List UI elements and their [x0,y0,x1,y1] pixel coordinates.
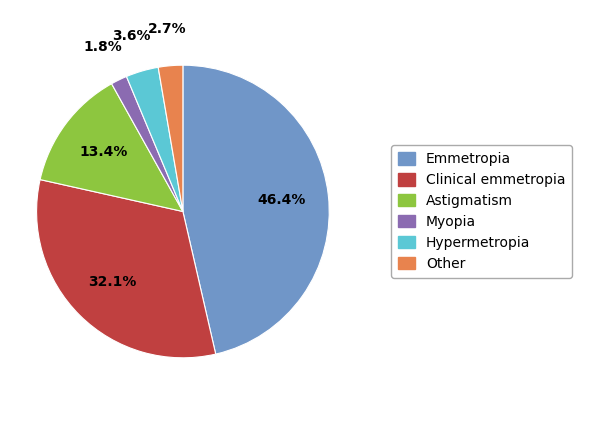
Wedge shape [112,77,183,212]
Text: 1.8%: 1.8% [84,40,122,54]
Legend: Emmetropia, Clinical emmetropia, Astigmatism, Myopia, Hypermetropia, Other: Emmetropia, Clinical emmetropia, Astigma… [391,145,572,278]
Wedge shape [158,65,183,211]
Wedge shape [40,84,183,212]
Wedge shape [126,67,183,212]
Text: 32.1%: 32.1% [88,275,137,289]
Text: 3.6%: 3.6% [113,29,151,43]
Text: 2.7%: 2.7% [148,22,186,36]
Wedge shape [37,180,216,358]
Wedge shape [183,65,329,354]
Text: 13.4%: 13.4% [79,145,127,159]
Text: 46.4%: 46.4% [258,193,306,207]
